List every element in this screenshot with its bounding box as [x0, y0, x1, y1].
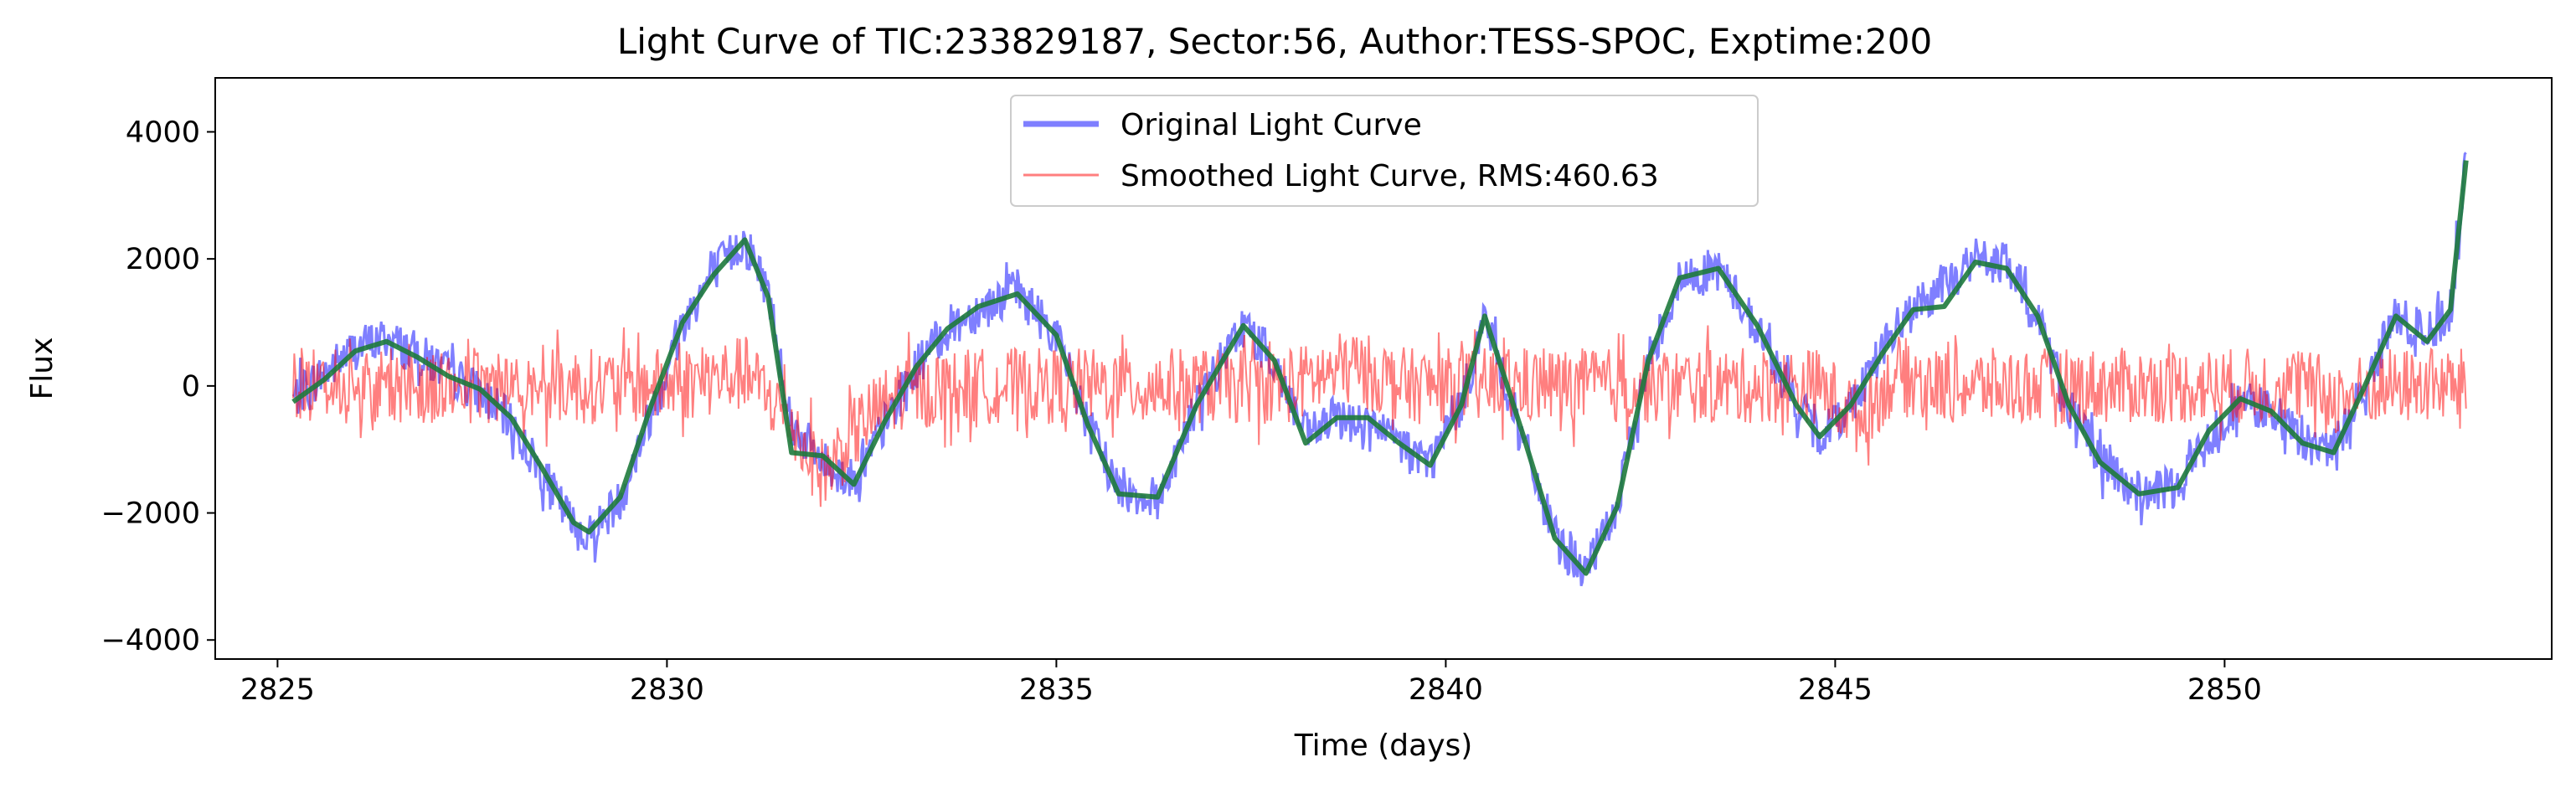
- legend-label-original: Original Light Curve: [1121, 108, 1422, 142]
- legend-label-smoothed: Smoothed Light Curve, RMS:460.63: [1121, 159, 1659, 193]
- plot-area: [291, 152, 2469, 587]
- y-tick-label: 0: [182, 370, 200, 404]
- x-tick-label: 2830: [630, 673, 704, 707]
- x-axis-label: Time (days): [1294, 729, 1473, 763]
- x-tick-label: 2845: [1798, 673, 1873, 707]
- x-tick-label: 2850: [2187, 673, 2262, 707]
- smooth-fit-line: [291, 160, 2469, 576]
- x-tick-label: 2825: [240, 673, 315, 707]
- y-axis-label: Flux: [25, 337, 59, 400]
- axes-frame: [214, 77, 2553, 660]
- y-tick-label: 4000: [126, 116, 200, 149]
- series-1-line: [292, 325, 2467, 507]
- legend: Original Light Curve Smoothed Light Curv…: [1010, 95, 1759, 207]
- x-tick-label: 2840: [1409, 673, 1483, 707]
- x-axis: 2825 2830 2835 2840 2845 2850: [240, 659, 2262, 707]
- y-tick-label: −4000: [101, 624, 200, 657]
- x-tick-label: 2835: [1019, 673, 1094, 707]
- y-tick-label: −2000: [101, 497, 200, 531]
- y-axis: −4000 −2000 0 2000 4000: [101, 116, 215, 657]
- y-tick-label: 2000: [126, 243, 200, 276]
- legend-box: [1010, 95, 1759, 207]
- chart-title: Light Curve of TIC:233829187, Sector:56,…: [617, 21, 1932, 62]
